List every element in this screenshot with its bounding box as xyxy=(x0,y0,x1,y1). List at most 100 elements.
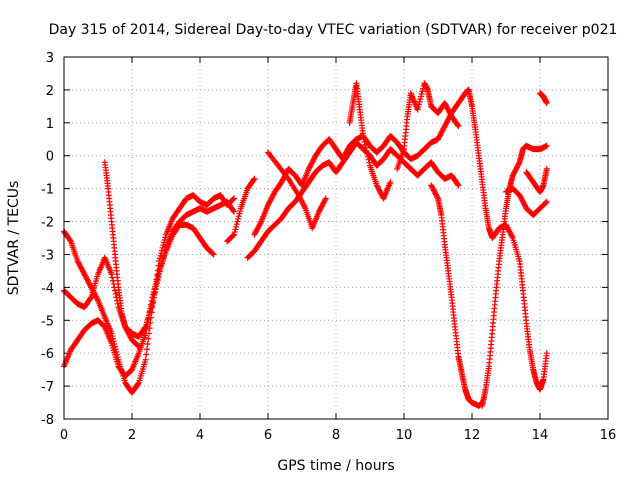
data-point xyxy=(435,136,441,143)
data-point xyxy=(430,187,437,194)
data-point xyxy=(316,208,322,215)
data-point xyxy=(508,232,515,239)
data-point xyxy=(86,280,93,287)
data-point xyxy=(414,106,421,113)
y-tick-label: -5 xyxy=(41,314,54,329)
data-point xyxy=(109,274,116,281)
data-point xyxy=(231,208,237,215)
data-point xyxy=(84,276,91,283)
data-point xyxy=(296,194,303,201)
data-point xyxy=(114,300,121,307)
data-point xyxy=(74,258,81,265)
data-point xyxy=(122,325,129,332)
data-point xyxy=(147,305,154,312)
data-point xyxy=(375,184,382,191)
y-tick-label: -6 xyxy=(41,347,54,362)
series-11 xyxy=(465,86,550,393)
data-point xyxy=(507,229,514,236)
data-point xyxy=(298,197,305,204)
data-point xyxy=(79,267,86,274)
data-point xyxy=(265,200,272,207)
data-point xyxy=(438,129,445,136)
data-point xyxy=(308,160,315,167)
data-point xyxy=(433,192,440,199)
data-point xyxy=(436,133,443,140)
data-point xyxy=(443,120,450,127)
data-point xyxy=(84,277,91,284)
data-point xyxy=(444,105,451,112)
data-point xyxy=(322,196,329,203)
data-point xyxy=(511,169,518,176)
data-point xyxy=(134,342,141,349)
data-point xyxy=(235,213,242,220)
data-point xyxy=(124,327,131,334)
data-point xyxy=(278,179,285,186)
data-point xyxy=(113,294,120,301)
x-tick-label: 12 xyxy=(464,428,481,443)
data-point xyxy=(317,206,324,213)
series-13 xyxy=(503,185,550,218)
data-point xyxy=(87,295,94,302)
data-point xyxy=(251,175,258,182)
data-point xyxy=(148,301,155,308)
data-point xyxy=(122,323,129,330)
data-point xyxy=(542,200,549,207)
y-tick-label: 2 xyxy=(46,84,54,99)
series-0 xyxy=(61,192,237,396)
data-point xyxy=(301,204,308,211)
data-point xyxy=(505,225,512,232)
data-point xyxy=(519,197,526,204)
data-points xyxy=(61,80,550,409)
data-point xyxy=(126,331,133,338)
data-point xyxy=(441,124,448,131)
data-point xyxy=(78,265,85,272)
data-point xyxy=(504,224,511,231)
data-point xyxy=(230,196,237,203)
data-point xyxy=(320,199,327,206)
data-point xyxy=(299,200,306,207)
data-point xyxy=(266,199,273,206)
data-point xyxy=(154,273,161,280)
series-10 xyxy=(428,182,486,409)
data-point xyxy=(209,250,216,257)
data-point xyxy=(307,161,314,168)
data-point xyxy=(440,125,447,132)
data-point xyxy=(343,148,350,155)
data-point xyxy=(135,342,142,349)
data-point xyxy=(318,203,325,210)
data-point xyxy=(319,202,326,209)
data-point xyxy=(387,179,394,186)
data-point xyxy=(123,326,130,333)
data-point xyxy=(252,229,259,236)
data-point xyxy=(143,351,150,358)
data-point xyxy=(269,194,276,201)
data-point xyxy=(441,123,448,130)
data-point xyxy=(320,200,327,207)
data-point xyxy=(441,100,448,107)
series-15 xyxy=(537,90,550,107)
x-tick-label: 8 xyxy=(332,428,340,443)
data-point xyxy=(445,107,452,114)
data-point xyxy=(318,204,325,211)
data-point xyxy=(296,193,303,200)
data-point xyxy=(454,181,461,188)
data-point xyxy=(236,210,243,217)
y-tick-label: -1 xyxy=(41,183,54,198)
data-point xyxy=(252,230,259,237)
data-point xyxy=(511,168,518,175)
data-point xyxy=(307,163,314,170)
data-point xyxy=(364,150,371,157)
data-point xyxy=(255,223,262,230)
data-point xyxy=(443,104,450,111)
data-point xyxy=(435,134,442,141)
data-point xyxy=(520,200,527,207)
data-point xyxy=(135,380,142,387)
data-point xyxy=(340,154,347,161)
data-point xyxy=(374,183,381,190)
series-9 xyxy=(394,80,462,172)
data-point xyxy=(231,229,238,236)
data-point xyxy=(432,191,439,198)
x-axis-title: GPS time / hours xyxy=(277,458,394,474)
data-point xyxy=(267,198,274,205)
data-point xyxy=(149,300,156,307)
